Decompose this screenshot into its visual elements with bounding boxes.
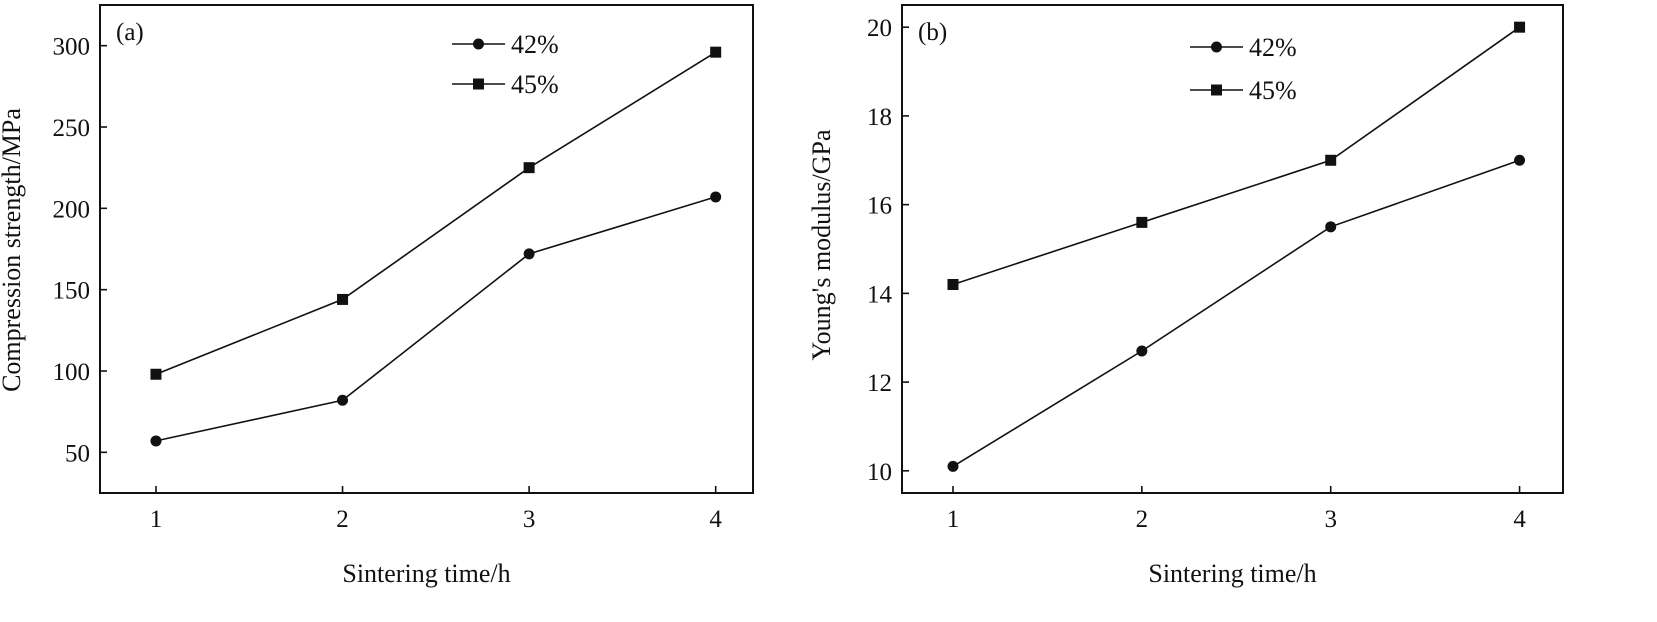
y-tick-label: 10	[867, 459, 892, 486]
legend-label: 42%	[511, 30, 559, 59]
x-tick-label: 1	[947, 506, 960, 533]
x-tick-label: 3	[523, 506, 536, 533]
data-point-42pct	[337, 394, 349, 406]
legend-label: 42%	[1249, 33, 1297, 62]
x-tick-label: 3	[1324, 506, 1337, 533]
data-point-45pct	[150, 368, 162, 380]
data-point-42pct	[1514, 154, 1526, 166]
x-tick-label: 2	[1136, 506, 1149, 533]
data-point-45pct	[947, 278, 959, 290]
x-tick-label: 2	[336, 506, 349, 533]
panel-label: (a)	[116, 19, 144, 46]
chart-panel-1: 1 2 3 4 50 100 150 200 250 300 Sintering time/h Com…	[0, 4, 754, 588]
data-point-42pct	[150, 435, 162, 447]
data-point-42pct	[523, 248, 535, 260]
data-point-45pct	[337, 293, 349, 305]
y-axis-label: Young's modulus/GPa	[807, 129, 836, 361]
x-tick-label: 1	[150, 506, 163, 533]
legend-marker	[1211, 84, 1222, 96]
data-point-45pct	[710, 46, 722, 58]
series-line-42pct	[155, 196, 716, 442]
data-point-45pct	[1325, 154, 1337, 166]
x-tick-label: 4	[1513, 506, 1526, 533]
data-point-45pct	[1514, 21, 1526, 33]
data-point-42pct	[710, 191, 722, 203]
legend-marker	[1211, 41, 1222, 53]
plot-frame	[901, 4, 1564, 494]
y-tick-label: 18	[867, 104, 892, 131]
x-axis-label: Sintering time/h	[342, 559, 510, 588]
data-point-42pct	[1136, 345, 1148, 357]
y-tick-label: 250	[53, 115, 91, 142]
x-axis-label: Sintering time/h	[1148, 559, 1316, 588]
y-tick-label: 50	[65, 440, 90, 467]
data-point-45pct	[523, 162, 535, 174]
x-tick-label: 4	[709, 506, 722, 533]
series-line-42pct	[952, 159, 1520, 468]
data-point-42pct	[1325, 221, 1337, 233]
y-tick-label: 300	[53, 34, 91, 61]
legend-marker	[473, 78, 484, 90]
y-axis-label: Compression strength/MPa	[0, 108, 26, 392]
plot-frame	[99, 4, 754, 494]
legend-label: 45%	[1249, 76, 1297, 105]
y-tick-label: 16	[867, 193, 892, 220]
y-tick-label: 12	[867, 370, 892, 397]
y-tick-label: 20	[867, 15, 892, 42]
y-tick-label: 200	[53, 196, 91, 223]
legend-marker	[473, 38, 484, 50]
data-point-45pct	[1136, 216, 1148, 228]
data-point-42pct	[947, 460, 959, 472]
legend-label: 45%	[511, 70, 559, 99]
series-line-45pct	[155, 51, 717, 376]
y-tick-label: 100	[53, 359, 91, 386]
y-tick-label: 150	[53, 278, 91, 305]
series-line-45pct	[952, 26, 1521, 286]
y-tick-label: 14	[867, 281, 893, 308]
panel-label: (b)	[918, 19, 947, 46]
